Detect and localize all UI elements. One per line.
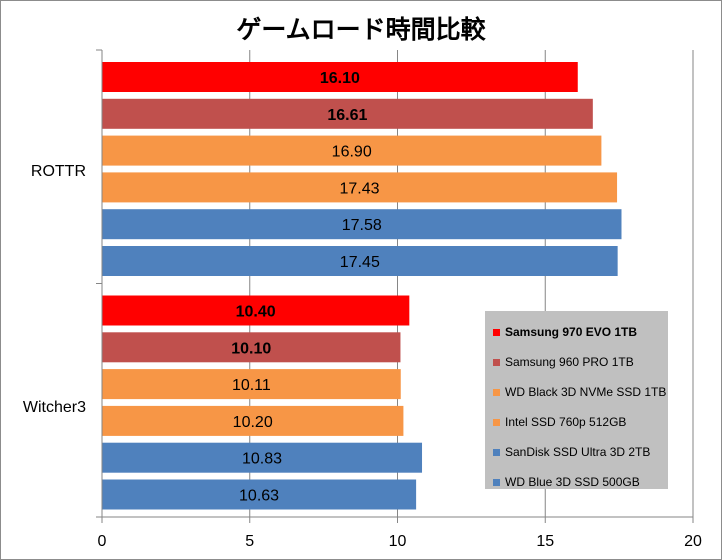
legend-swatch <box>493 448 500 456</box>
bar <box>102 295 410 326</box>
bars: 16.10 16.61 16.90 17.43 17.58 17.45 10.40 10.10… <box>102 62 622 510</box>
data-label: 17.58 <box>342 217 382 234</box>
legend-label: SanDisk SSD Ultra 3D 2TB <box>505 445 651 459</box>
bar <box>102 135 602 166</box>
legend-item: WD Blue 3D SSD 500GB <box>485 467 668 497</box>
data-label: 10.20 <box>233 414 273 431</box>
x-tick-label: 5 <box>245 533 254 550</box>
legend-item: Samsung 970 EVO 1TB <box>485 317 668 347</box>
bar <box>102 62 578 92</box>
category-label: ROTTR <box>31 163 86 180</box>
x-tick-label: 20 <box>684 533 702 550</box>
data-label: 10.40 <box>236 304 276 321</box>
bar <box>102 332 401 363</box>
legend-swatch <box>493 478 500 486</box>
x-tick-label: 10 <box>389 533 407 550</box>
legend-swatch <box>493 328 500 336</box>
bar <box>102 405 404 436</box>
x-tick-label: 0 <box>98 533 107 550</box>
bar <box>102 442 423 473</box>
data-label: 16.90 <box>332 144 372 161</box>
legend-label: WD Black 3D NVMe SSD 1TB <box>505 385 667 399</box>
bar <box>102 369 401 400</box>
data-label: 16.10 <box>320 70 360 87</box>
legend-swatch <box>493 418 500 426</box>
data-label: 10.83 <box>242 451 282 468</box>
legend-label: Intel SSD 760p 512GB <box>505 415 627 429</box>
chart-title: ゲームロード時間比較 <box>236 15 486 44</box>
bar <box>102 479 417 510</box>
legend-label: Samsung 970 EVO 1TB <box>505 325 638 339</box>
legend-label: Samsung 960 PRO 1TB <box>505 355 634 369</box>
data-label: 10.10 <box>231 340 271 357</box>
data-label: 17.45 <box>340 254 380 271</box>
x-tick-label: 15 <box>536 533 554 550</box>
legend-swatch <box>493 388 500 396</box>
legend-item: SanDisk SSD Ultra 3D 2TB <box>485 437 668 467</box>
legend-item: Samsung 960 PRO 1TB <box>485 347 668 377</box>
bar <box>102 209 622 240</box>
legend-item: Intel SSD 760p 512GB <box>485 407 668 437</box>
data-label: 10.11 <box>232 377 271 394</box>
legend-item: WD Black 3D NVMe SSD 1TB <box>485 377 668 407</box>
legend: Samsung 970 EVO 1TB Samsung 960 PRO 1TB WD… <box>485 311 668 489</box>
legend-swatch <box>493 358 500 366</box>
bar <box>102 98 593 129</box>
bar <box>102 172 618 203</box>
data-label: 10.63 <box>239 488 279 505</box>
data-label: 16.61 <box>327 107 367 124</box>
data-label: 17.43 <box>340 180 380 197</box>
axes: ROTTR Witcher3 0 5 10 15 20 <box>23 49 702 550</box>
bar <box>102 246 618 276</box>
legend-label: WD Blue 3D SSD 500GB <box>505 475 640 489</box>
category-label: Witcher3 <box>23 399 86 416</box>
